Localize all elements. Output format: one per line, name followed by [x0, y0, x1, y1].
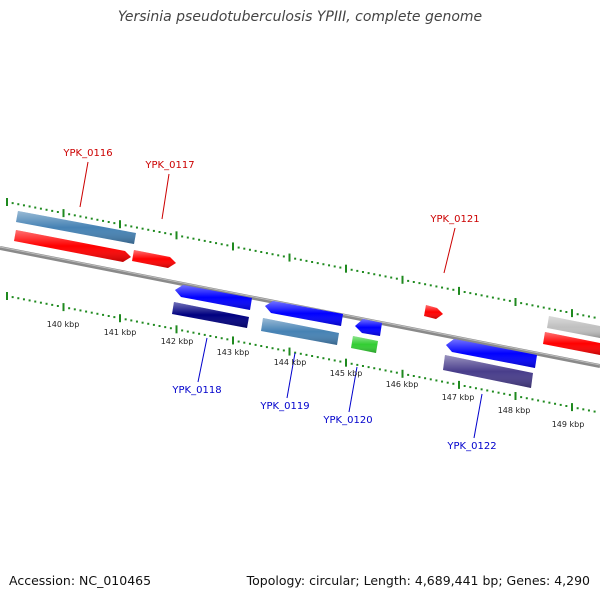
gene-feature[interactable] [132, 250, 176, 268]
gene-label[interactable]: YPK_0119 [259, 401, 309, 412]
kbp-label: 146 kbp [386, 380, 419, 389]
gene-feature[interactable] [351, 336, 378, 353]
gene-feature[interactable] [446, 339, 537, 368]
gene-feature[interactable] [547, 316, 600, 338]
gene-label[interactable]: YPK_0116 [62, 148, 112, 159]
gene-feature[interactable] [16, 211, 136, 244]
gene-labels: YPK_0116 YPK_0117 YPK_0121 YPK_0118 YPK_… [62, 148, 496, 452]
forward-genes [14, 211, 600, 355]
topology-text: Topology: circular; Length: 4,689,441 bp… [246, 573, 590, 588]
kbp-label: 144 kbp [274, 358, 307, 367]
gene-feature[interactable] [424, 305, 443, 319]
accession-text: Accession: NC_010465 [9, 573, 152, 588]
kbp-label: 143 kbp [217, 348, 250, 357]
kbp-label: 142 kbp [161, 337, 194, 346]
kbp-label: 148 kbp [498, 406, 531, 415]
label-leaders [79, 161, 483, 439]
upper-ruler [6, 198, 596, 319]
gene-feature[interactable] [265, 301, 343, 326]
gene-feature[interactable] [172, 302, 249, 328]
gene-label[interactable]: YPK_0122 [446, 441, 496, 452]
gene-feature[interactable] [543, 332, 600, 355]
gene-label[interactable]: YPK_0118 [171, 385, 221, 396]
lower-ruler [6, 292, 596, 413]
kbp-label: 140 kbp [47, 320, 80, 329]
reverse-genes [172, 285, 537, 388]
gene-feature[interactable] [175, 285, 252, 310]
gene-feature[interactable] [14, 230, 131, 262]
gene-feature[interactable] [355, 319, 382, 336]
kbp-label: 145 kbp [330, 369, 363, 378]
gene-label[interactable]: YPK_0120 [322, 415, 372, 426]
kbp-label: 149 kbp [552, 420, 585, 429]
gene-feature[interactable] [443, 355, 533, 388]
gene-label[interactable]: YPK_0117 [144, 160, 194, 171]
ruler-labels: 140 kbp 141 kbp 142 kbp 143 kbp 144 kbp … [47, 320, 585, 429]
genome-backbone-highlight [0, 246, 600, 366]
gene-label[interactable]: YPK_0121 [429, 214, 479, 225]
gene-feature[interactable] [261, 318, 339, 345]
kbp-label: 147 kbp [442, 393, 475, 402]
kbp-label: 141 kbp [104, 328, 137, 337]
genome-title: Yersinia pseudotuberculosis YPIII, compl… [117, 9, 483, 25]
